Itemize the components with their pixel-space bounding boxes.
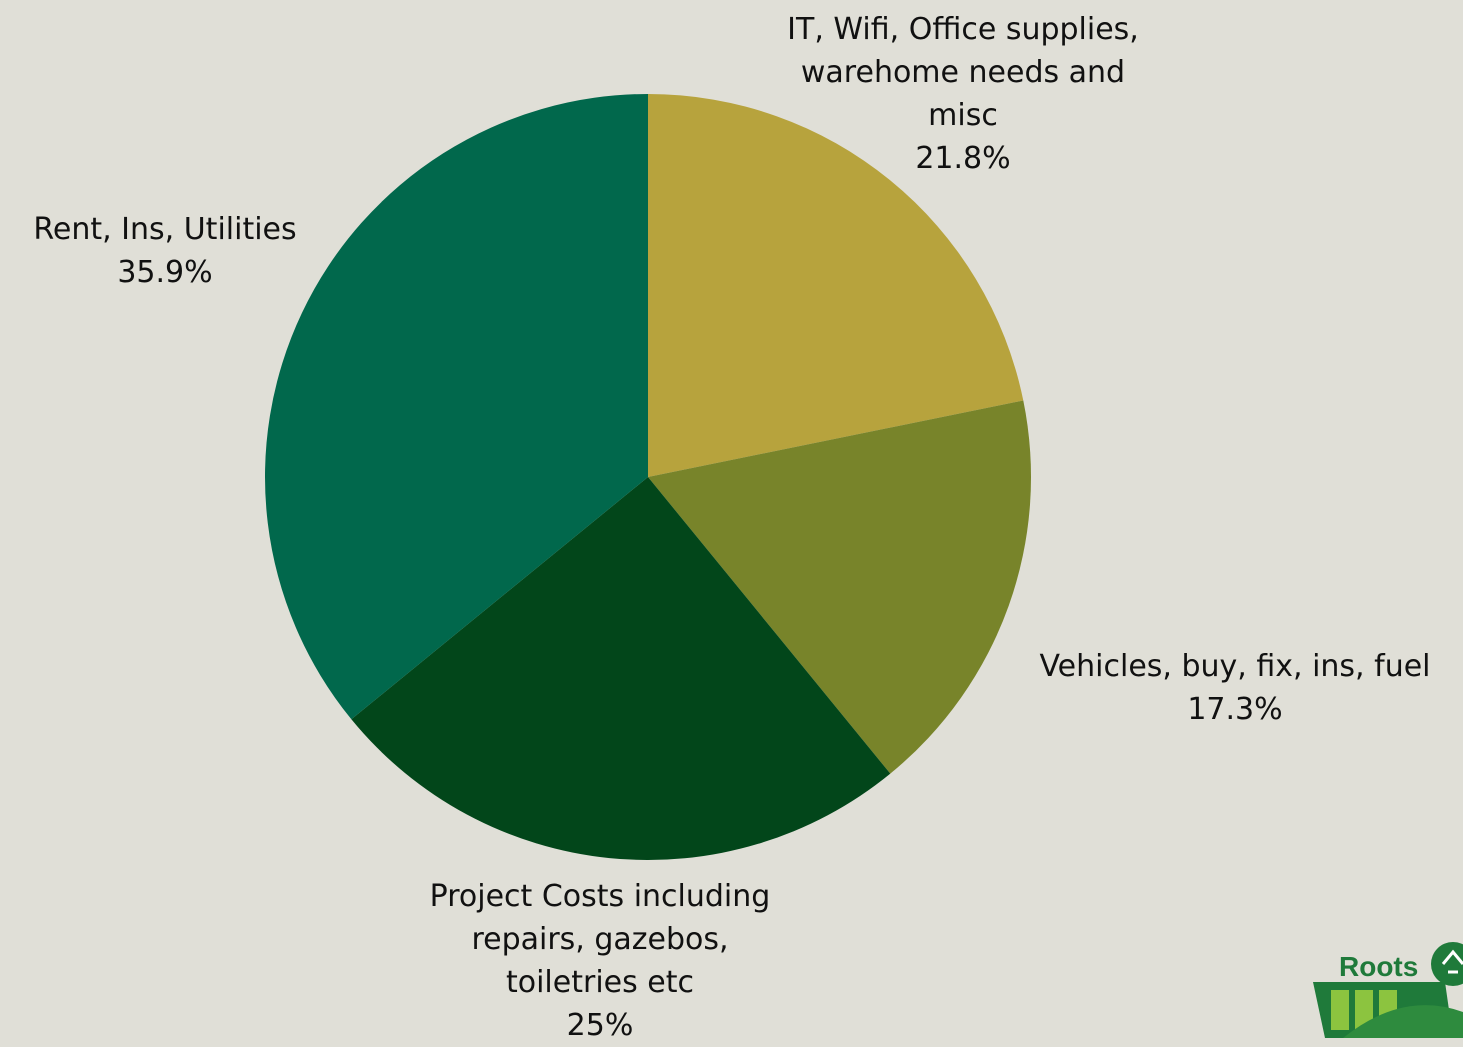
label-rent-line-1: Rent, Ins, Utilities bbox=[33, 212, 297, 247]
slice-it-wifi bbox=[648, 94, 1024, 477]
label-it-wifi: IT, Wifi, Office supplies, warehome need… bbox=[728, 8, 1198, 180]
logo-text: Roots bbox=[1339, 951, 1418, 982]
label-project-costs-line-1: Project Costs including bbox=[429, 879, 771, 914]
label-rent-value: 35.9% bbox=[117, 255, 213, 290]
roots-logo: Roots bbox=[1313, 942, 1463, 1038]
recycle-icon bbox=[1431, 942, 1463, 986]
label-vehicles-value: 17.3% bbox=[1187, 692, 1283, 727]
recycle-arrows bbox=[1441, 949, 1463, 974]
label-it-wifi-line-1: IT, Wifi, Office supplies, bbox=[787, 12, 1139, 47]
label-project-costs-value: 25% bbox=[566, 1008, 634, 1043]
logo-container-slot-1 bbox=[1331, 990, 1349, 1030]
label-project-costs-line-3: toiletries etc bbox=[505, 965, 694, 1000]
label-vehicles: Vehicles, buy, fix, ins, fuel 17.3% bbox=[1000, 645, 1463, 731]
label-rent: Rent, Ins, Utilities 35.9% bbox=[0, 208, 330, 294]
label-project-costs: Project Costs including repairs, gazebos… bbox=[365, 875, 835, 1047]
pie-slices bbox=[265, 93, 1031, 860]
label-it-wifi-value: 21.8% bbox=[915, 141, 1011, 176]
label-project-costs-line-2: repairs, gazebos, bbox=[471, 922, 729, 957]
slice-vehicles bbox=[648, 400, 1031, 774]
label-it-wifi-line-3: misc bbox=[928, 98, 998, 133]
logo-swoosh bbox=[1343, 1005, 1463, 1038]
slice-rent bbox=[265, 93, 648, 720]
logo-container-slot-2 bbox=[1355, 990, 1373, 1030]
label-it-wifi-line-2: warehome needs and bbox=[800, 55, 1126, 90]
slice-project-costs bbox=[351, 477, 891, 860]
label-vehicles-line-1: Vehicles, buy, fix, ins, fuel bbox=[1039, 649, 1431, 684]
